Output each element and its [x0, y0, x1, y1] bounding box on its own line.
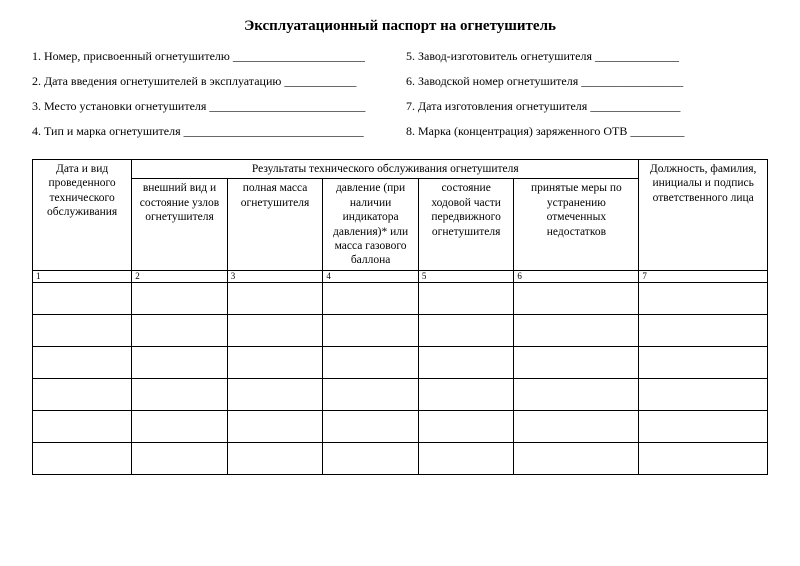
table-cell [639, 314, 768, 346]
table-cell [227, 282, 323, 314]
table-row [33, 410, 768, 442]
table-cell [132, 346, 228, 378]
table-cell [418, 410, 514, 442]
col-header: Дата и вид проведенного технического обс… [33, 160, 132, 271]
field-line: 5. Завод-изготовитель огнетушителя _____… [406, 49, 768, 64]
col-num: 5 [418, 270, 514, 282]
field-line: 4. Тип и марка огнетушителя ____________… [32, 124, 394, 139]
table-cell [418, 282, 514, 314]
table-cell [33, 314, 132, 346]
col-num: 3 [227, 270, 323, 282]
table-cell [418, 378, 514, 410]
table-cell [514, 410, 639, 442]
page-title: Эксплуатационный паспорт на огнетушитель [32, 18, 768, 35]
table-cell [227, 410, 323, 442]
maintenance-table: Дата и вид проведенного технического обс… [32, 159, 768, 475]
table-cell [227, 346, 323, 378]
table-row [33, 282, 768, 314]
table-cell [227, 314, 323, 346]
table-cell [514, 378, 639, 410]
table-cell [323, 314, 419, 346]
table-body [33, 282, 768, 474]
table-row [33, 314, 768, 346]
group-header: Результаты технического обслуживания огн… [132, 160, 639, 179]
table-cell [514, 314, 639, 346]
field-line: 2. Дата введения огнетушителей в эксплуа… [32, 74, 394, 89]
table-cell [132, 314, 228, 346]
table-cell [33, 346, 132, 378]
col-header: давление (при наличии индикатора давлени… [323, 179, 419, 270]
table-cell [639, 442, 768, 474]
column-number-row: 1 2 3 4 5 6 7 [33, 270, 768, 282]
table-cell [639, 410, 768, 442]
col-num: 2 [132, 270, 228, 282]
table-cell [514, 442, 639, 474]
table-cell [132, 282, 228, 314]
table-cell [514, 282, 639, 314]
col-num: 6 [514, 270, 639, 282]
table-cell [323, 282, 419, 314]
table-cell [33, 378, 132, 410]
table-row [33, 378, 768, 410]
table-cell [418, 442, 514, 474]
table-cell [33, 442, 132, 474]
table-cell [323, 346, 419, 378]
col-num: 4 [323, 270, 419, 282]
fields-right-col: 5. Завод-изготовитель огнетушителя _____… [406, 49, 768, 149]
table-row [33, 442, 768, 474]
col-num: 1 [33, 270, 132, 282]
col-header: внешний вид и состояние узлов огнетушите… [132, 179, 228, 270]
col-header: принятые меры по устранению отмеченных н… [514, 179, 639, 270]
col-num: 7 [639, 270, 768, 282]
table-row [33, 346, 768, 378]
table-cell [418, 346, 514, 378]
table-cell [132, 410, 228, 442]
field-line: 3. Место установки огнетушителя ________… [32, 99, 394, 114]
fields-block: 1. Номер, присвоенный огнетушителю _____… [32, 49, 768, 149]
fields-left-col: 1. Номер, присвоенный огнетушителю _____… [32, 49, 394, 149]
table-cell [227, 442, 323, 474]
field-line: 6. Заводской номер огнетушителя ________… [406, 74, 768, 89]
table-cell [132, 442, 228, 474]
table-cell [323, 378, 419, 410]
field-line: 8. Марка (концентрация) заряженного ОТВ … [406, 124, 768, 139]
table-cell [33, 410, 132, 442]
table-cell [323, 410, 419, 442]
table-cell [639, 282, 768, 314]
table-cell [639, 346, 768, 378]
table-cell [33, 282, 132, 314]
table-cell [323, 442, 419, 474]
table-cell [514, 346, 639, 378]
col-header: состояние ходовой части передвижного огн… [418, 179, 514, 270]
field-line: 1. Номер, присвоенный огнетушителю _____… [32, 49, 394, 64]
table-cell [227, 378, 323, 410]
table-cell [132, 378, 228, 410]
col-header: полная масса огнетушителя [227, 179, 323, 270]
table-cell [639, 378, 768, 410]
field-line: 7. Дата изготовления огнетушителя ______… [406, 99, 768, 114]
col-header: Должность, фамилия, инициалы и подпись о… [639, 160, 768, 271]
table-cell [418, 314, 514, 346]
